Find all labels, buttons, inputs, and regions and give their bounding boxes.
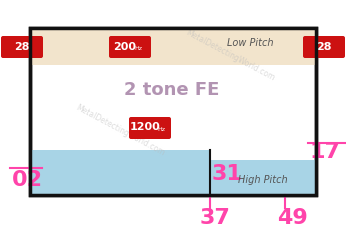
Bar: [30, 150, 210, 195]
Text: 37: 37: [200, 208, 231, 228]
Bar: [30, 28, 316, 65]
FancyBboxPatch shape: [129, 117, 171, 139]
Text: Low Pitch: Low Pitch: [227, 38, 273, 48]
Text: MetalDetectingWorld.com: MetalDetectingWorld.com: [74, 103, 166, 157]
Bar: [210, 160, 316, 195]
Text: High Pitch: High Pitch: [238, 175, 288, 185]
FancyBboxPatch shape: [109, 36, 151, 58]
Text: 2 tone FE: 2 tone FE: [124, 81, 220, 99]
Text: 200: 200: [113, 42, 137, 51]
FancyBboxPatch shape: [303, 36, 345, 58]
Text: Hz: Hz: [157, 127, 165, 132]
Text: 17: 17: [310, 142, 341, 162]
Bar: [30, 28, 316, 195]
Text: Hz: Hz: [134, 46, 143, 51]
Text: 28: 28: [14, 42, 30, 51]
Text: 1200: 1200: [130, 122, 161, 132]
FancyBboxPatch shape: [1, 36, 43, 58]
Text: 31: 31: [212, 164, 243, 184]
Text: 02: 02: [12, 170, 43, 190]
Bar: [30, 28, 316, 195]
Text: 49: 49: [277, 208, 308, 228]
Text: MetalDetectingWorld.com: MetalDetectingWorld.com: [184, 28, 276, 82]
Text: 28: 28: [316, 42, 332, 51]
